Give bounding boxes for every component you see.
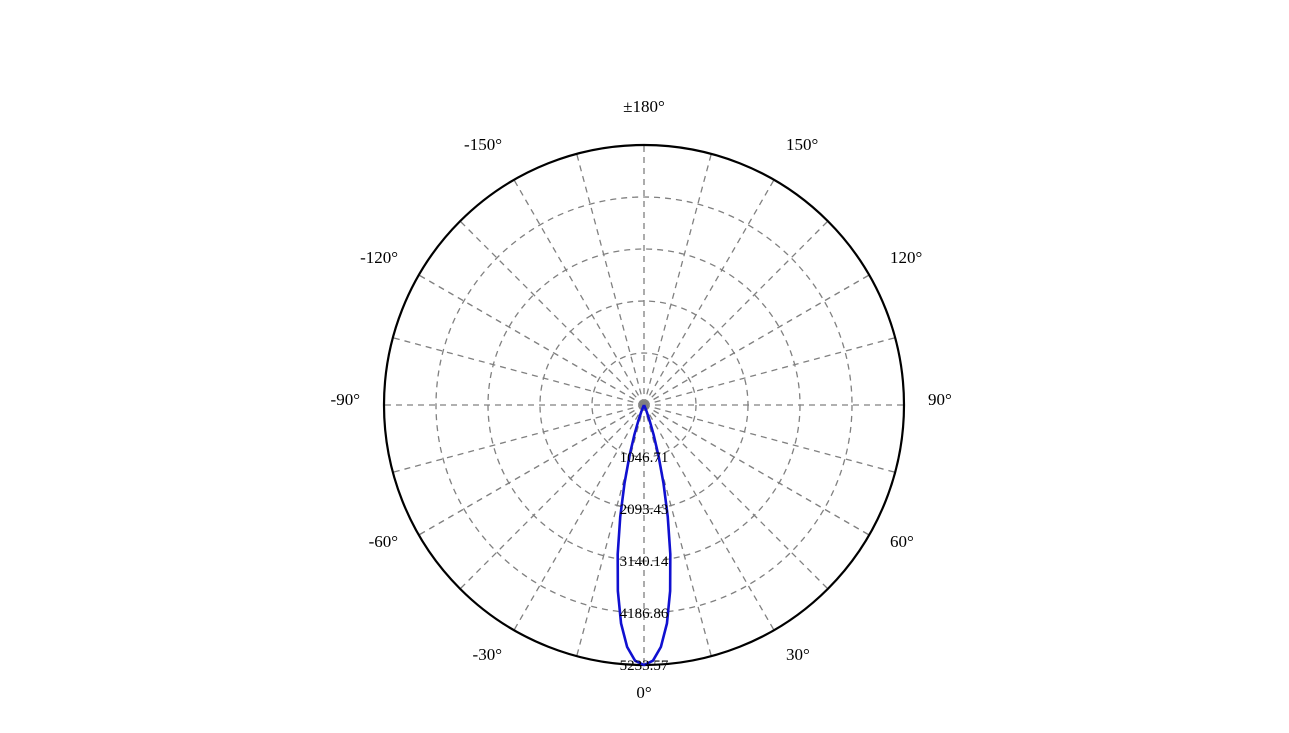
- radial-tick-label: 1046.71: [620, 450, 669, 466]
- angle-tick-label: 0°: [636, 683, 651, 702]
- polar-chart: 1046.71 2093.43 3140.14 4186.86 5233.57 0° 30°…: [0, 0, 1289, 733]
- angle-tick-label: 150°: [786, 135, 818, 154]
- grid-spoke: [514, 180, 644, 405]
- radial-tick-label: 2093.43: [620, 502, 669, 518]
- grid-spoke: [644, 405, 869, 535]
- grid-spoke: [644, 275, 869, 405]
- grid-spoke: [393, 338, 644, 405]
- grid-spoke: [393, 405, 644, 472]
- angle-tick-label: -90°: [331, 390, 360, 409]
- grid-spoke: [644, 405, 895, 472]
- angle-tick-label: 90°: [928, 390, 952, 409]
- angle-tick-label: 30°: [786, 645, 810, 664]
- angle-tick-label: 120°: [890, 248, 922, 267]
- grid-spoke: [644, 338, 895, 405]
- grid-spoke: [577, 154, 644, 405]
- angle-tick-label: -150°: [464, 135, 502, 154]
- grid-spoke: [644, 221, 828, 405]
- angle-tick-label: -60°: [369, 532, 398, 551]
- grid-spoke: [644, 180, 774, 405]
- angle-tick-label: 60°: [890, 532, 914, 551]
- angle-tick-label: -120°: [360, 248, 398, 267]
- grid-spoke: [419, 275, 644, 405]
- radial-tick-label: 5233.57: [620, 658, 669, 674]
- grid-spoke: [644, 154, 711, 405]
- grid-spoke: [419, 405, 644, 535]
- angle-tick-label: -30°: [473, 645, 502, 664]
- radial-tick-label: 4186.86: [620, 606, 669, 622]
- radial-tick-label: 3140.14: [620, 554, 669, 570]
- grid-spoke: [460, 221, 644, 405]
- angle-tick-label: ±180°: [623, 97, 665, 116]
